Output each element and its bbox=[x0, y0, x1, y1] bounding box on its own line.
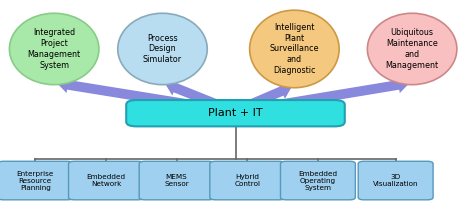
Text: Hybrid
Control: Hybrid Control bbox=[234, 174, 260, 187]
FancyBboxPatch shape bbox=[358, 161, 433, 200]
Text: Process
Design
Simulator: Process Design Simulator bbox=[143, 34, 182, 64]
FancyArrowPatch shape bbox=[165, 80, 219, 109]
FancyArrowPatch shape bbox=[279, 77, 409, 109]
Ellipse shape bbox=[118, 13, 207, 85]
Text: MEMS
Sensor: MEMS Sensor bbox=[164, 174, 189, 187]
FancyBboxPatch shape bbox=[139, 161, 214, 200]
FancyBboxPatch shape bbox=[210, 161, 284, 200]
Text: 3D
Visualization: 3D Visualization bbox=[373, 174, 418, 187]
FancyArrowPatch shape bbox=[57, 77, 191, 109]
Text: Embedded
Network: Embedded Network bbox=[86, 174, 126, 187]
Text: Ubiquitous
Maintenance
and
Management: Ubiquitous Maintenance and Management bbox=[386, 28, 439, 70]
FancyBboxPatch shape bbox=[126, 100, 345, 126]
FancyBboxPatch shape bbox=[281, 161, 356, 200]
Text: Plant + IT: Plant + IT bbox=[208, 108, 263, 118]
Ellipse shape bbox=[9, 13, 99, 85]
FancyArrowPatch shape bbox=[248, 83, 292, 109]
Ellipse shape bbox=[367, 13, 457, 85]
FancyBboxPatch shape bbox=[0, 161, 73, 200]
Text: Integrated
Project
Management
System: Integrated Project Management System bbox=[28, 28, 81, 70]
Text: Intelligent
Plant
Surveillance
and
Diagnostic: Intelligent Plant Surveillance and Diagn… bbox=[269, 23, 319, 75]
Ellipse shape bbox=[250, 10, 339, 88]
Text: Enterprise
Resource
Planning: Enterprise Resource Planning bbox=[16, 171, 54, 191]
FancyBboxPatch shape bbox=[68, 161, 143, 200]
Text: Embedded
Operating
System: Embedded Operating System bbox=[298, 171, 338, 191]
